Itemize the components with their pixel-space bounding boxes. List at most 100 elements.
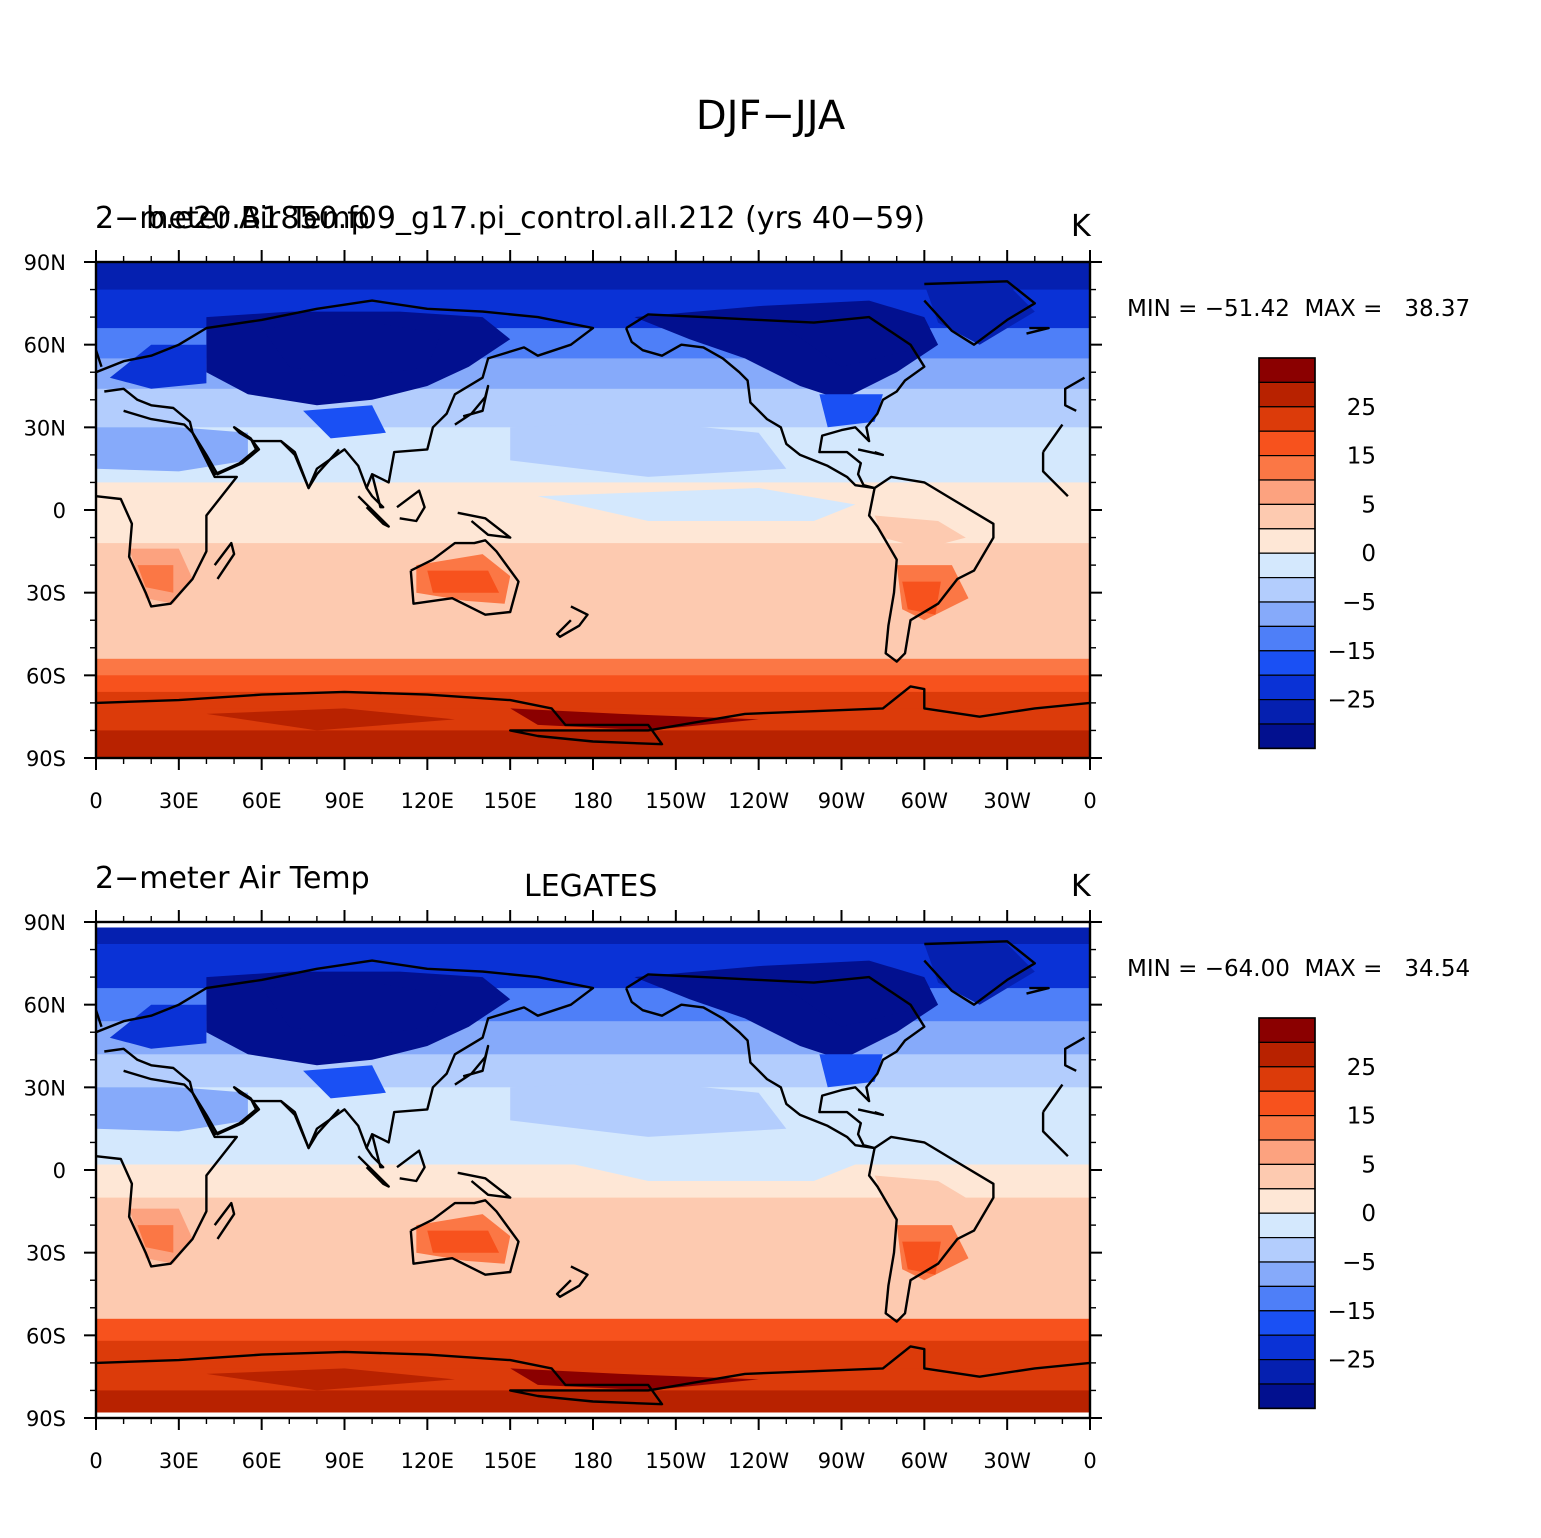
contour-region <box>261 982 442 1038</box>
contour-region <box>137 1225 174 1253</box>
colorbar-box <box>1258 1017 1316 1043</box>
map-field <box>96 922 1090 1418</box>
x-tick-label: 0 <box>89 789 102 813</box>
panel-left-title: 2−meter Air Temp <box>95 861 370 896</box>
coast-sumatra <box>357 495 390 528</box>
contour-region <box>303 405 386 439</box>
map-svg: 0 30E 60E 90E 120E 150E 180 150W 120W 90W 60W 30W 09… <box>24 250 1376 813</box>
coast-namerica <box>624 973 926 1150</box>
colorbar-box <box>1258 625 1316 652</box>
contour-region <box>874 1175 966 1209</box>
contour-region <box>137 565 174 593</box>
coast-nz <box>555 1265 589 1298</box>
colorbar-label: −15 <box>1327 1299 1376 1325</box>
colorbar-label: 15 <box>1347 444 1376 470</box>
colorbar-box <box>1258 1237 1316 1263</box>
contour-band <box>96 658 1090 677</box>
coast-africa <box>1042 1083 1064 1113</box>
coast-nz <box>555 605 589 638</box>
x-tick-label: 120W <box>728 789 789 813</box>
contour-region <box>537 488 856 521</box>
colorbar-box <box>1258 674 1316 701</box>
panel-units: K <box>1071 869 1091 904</box>
panel-min-max: MIN = −64.00 MAX = 34.54 <box>1127 956 1471 982</box>
contour-region <box>109 344 207 389</box>
colorbar-label: 0 <box>1361 541 1376 567</box>
coast-eurasia <box>1063 1036 1086 1072</box>
contour-region <box>427 1230 500 1253</box>
contour-region <box>109 1004 207 1049</box>
contour-region <box>510 1081 787 1137</box>
colorbar-label: −5 <box>1342 1250 1376 1276</box>
map-svg: 0 30E 60E 90E 120E 150E 180 150W 120W 90W 60W 30W 09… <box>24 910 1376 1473</box>
contour-region <box>819 1054 883 1088</box>
contour-region <box>206 708 455 731</box>
colorbar-box <box>1258 601 1316 627</box>
contour-band <box>96 675 1090 693</box>
coast-africa <box>96 1069 239 1268</box>
colorbar: 25 15 5 0 −5 −15 −25 <box>1258 1017 1376 1410</box>
x-tick-label: 150E <box>483 789 536 813</box>
x-tick-label: 0 <box>89 1449 102 1473</box>
coast-india <box>280 440 340 490</box>
colorbar-box <box>1258 1163 1316 1190</box>
colorbar-box <box>1258 1115 1316 1141</box>
y-tick-label: 0 <box>53 1159 66 1183</box>
panel-min-max: MIN = −51.42 MAX = 38.37 <box>1127 296 1471 322</box>
coast-seasia <box>365 1133 385 1169</box>
x-tick-label: 90W <box>818 1449 866 1473</box>
coast-cuba <box>857 1108 885 1117</box>
x-tick-label: 60W <box>901 789 949 813</box>
colorbar-label: 25 <box>1347 1055 1376 1081</box>
coast-africa <box>1042 423 1064 453</box>
coast-antarctica <box>96 1345 1090 1406</box>
contour-region <box>786 322 911 367</box>
coast-africa <box>1041 1112 1069 1158</box>
colorbar-label: 15 <box>1347 1104 1376 1130</box>
missing-data <box>96 922 1090 928</box>
colorbar-box <box>1258 1383 1316 1409</box>
coast-australia <box>409 539 520 616</box>
contour-region <box>303 1065 386 1099</box>
contour-region <box>819 394 883 428</box>
contour-band <box>96 922 1090 945</box>
coast-namerica <box>624 313 926 490</box>
x-tick-label: 30W <box>983 789 1031 813</box>
x-tick-label: 30E <box>159 1449 199 1473</box>
colorbar-box <box>1258 1188 1316 1214</box>
colorbar-box <box>1258 1139 1316 1165</box>
panel-center-title: LEGATES <box>524 869 658 904</box>
contour-band <box>96 730 1090 758</box>
contour-band <box>96 1054 1090 1089</box>
colorbar-frame <box>1258 357 1316 750</box>
x-tick-label: 150W <box>645 1449 706 1473</box>
contour-region <box>786 982 911 1027</box>
colorbar-frame <box>1258 1017 1316 1410</box>
coast-newguinea <box>457 1171 512 1199</box>
colorbar-box <box>1258 723 1316 749</box>
map-axes: 0 30E 60E 90E 120E 150E 180 150W 120W 90W 60W 30W 09… <box>24 910 1102 1473</box>
map-axes: 0 30E 60E 90E 120E 150E 180 150W 120W 90W 60W 30W 09… <box>24 250 1102 813</box>
colorbar-box <box>1258 1041 1316 1068</box>
colorbar-box <box>1258 1212 1316 1239</box>
y-tick-label: 90S <box>26 747 66 771</box>
colorbar-label: 5 <box>1361 492 1376 518</box>
colorbar-box <box>1258 430 1316 457</box>
contour-band <box>96 262 1090 291</box>
x-tick-label: 90E <box>325 789 365 813</box>
coast-australia <box>409 1199 520 1276</box>
y-tick-label: 30S <box>26 582 66 606</box>
contour-region <box>206 1368 455 1391</box>
x-tick-label: 0 <box>1083 1449 1096 1473</box>
coast-madagascar <box>213 541 236 580</box>
x-tick-label: 30E <box>159 789 199 813</box>
contour-band <box>96 388 1090 429</box>
coast-greenland <box>923 280 1037 346</box>
colorbar-box <box>1258 1310 1316 1336</box>
panel-model: 2−meter Air Temp b.e20.B1850.f09_g17.pi_… <box>0 190 1541 850</box>
coast-africa <box>96 409 239 608</box>
coast-japan <box>454 1044 490 1086</box>
x-tick-label: 150W <box>645 789 706 813</box>
y-tick-label: 90S <box>26 1407 66 1431</box>
x-tick-label: 90W <box>818 789 866 813</box>
